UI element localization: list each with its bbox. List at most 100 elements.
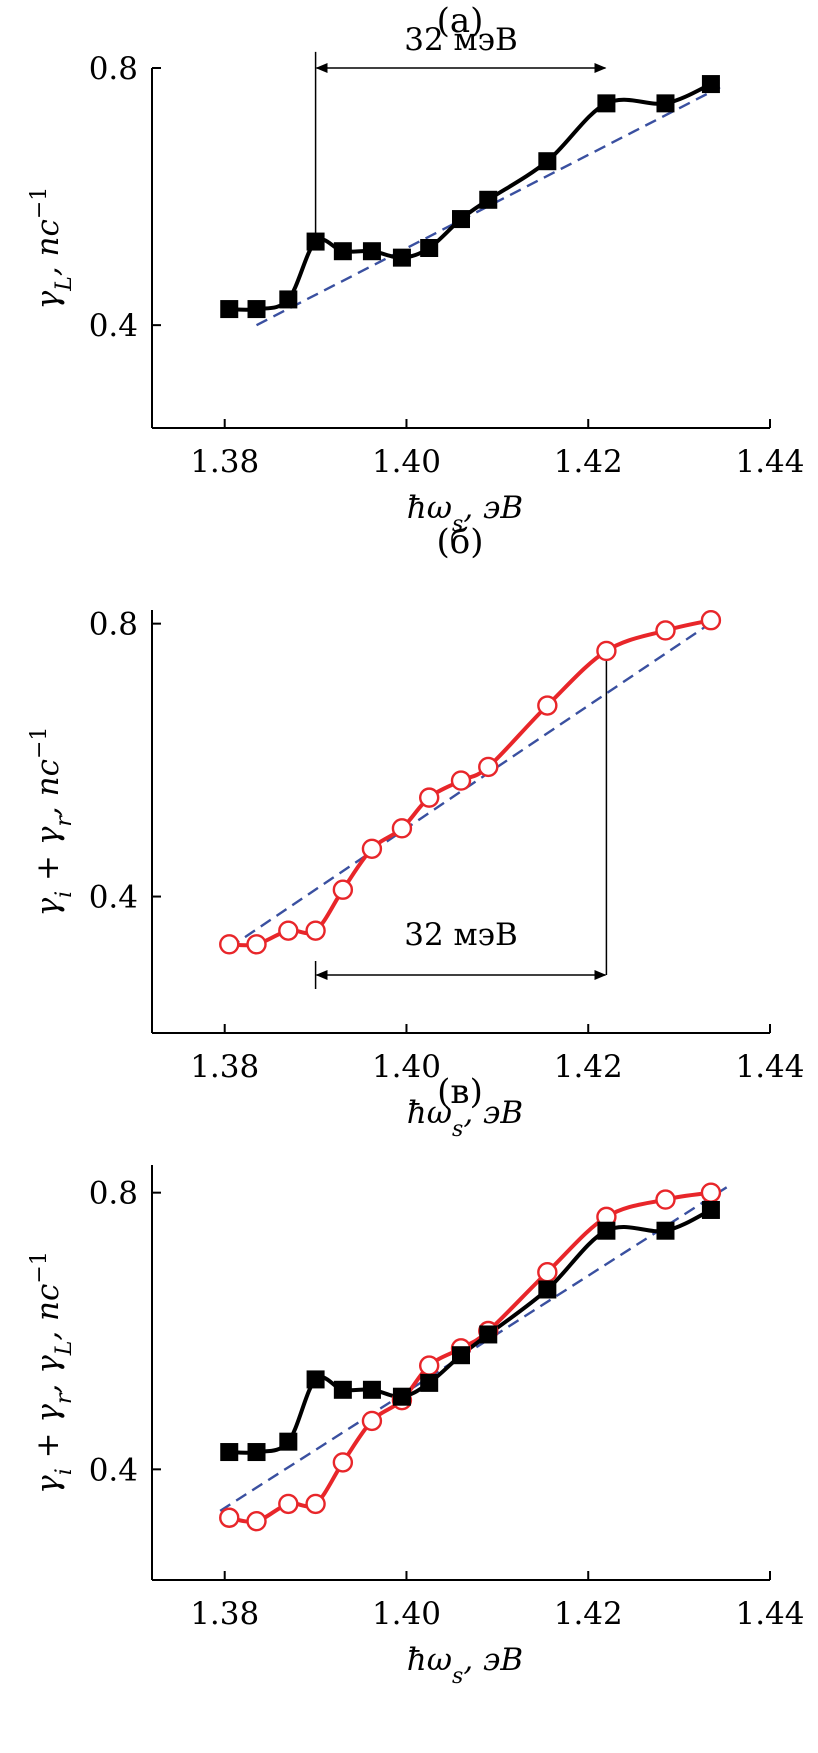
square-marker [333, 242, 352, 261]
panel-label: (б) [437, 522, 484, 562]
x-axis-title: ħωs, эВ [407, 1642, 523, 1689]
square-marker [597, 94, 616, 113]
square-marker [362, 242, 381, 261]
y-tick-label: 0.8 [89, 607, 138, 643]
axes [151, 610, 771, 1034]
panel-c: (в) 1.38 1.40 1.42 1.44 0.4 0.8 ħωs, эВ … [27, 1072, 805, 1689]
trend-line [255, 86, 721, 327]
x-tick-label: 1.40 [372, 444, 441, 480]
square-marker [597, 1221, 616, 1240]
square-marker [306, 232, 325, 251]
plot-area [219, 1182, 730, 1532]
x-tick-label: 1.40 [372, 1049, 441, 1085]
square-marker [279, 1432, 298, 1451]
x-tick-label: 1.42 [554, 1596, 623, 1632]
x-tick-label: 1.42 [554, 1049, 623, 1085]
square-marker [538, 1280, 557, 1299]
circle-marker [596, 640, 617, 662]
circle-marker [332, 1452, 354, 1473]
annotation: 32 мэВ [404, 917, 518, 953]
x-axis-title: ħωs, эВ [407, 490, 523, 537]
circle-marker [537, 1262, 558, 1283]
circle-marker [219, 1507, 240, 1528]
y-tick-label: 0.4 [89, 880, 138, 916]
circle-marker [246, 934, 267, 955]
gamma_L-line [229, 82, 712, 312]
x-axis-title: ħωs, эВ [407, 1095, 523, 1142]
y-tick-label: 0.8 [89, 1176, 138, 1212]
circle-marker [655, 620, 676, 641]
circle-marker [700, 610, 722, 631]
annotation-label: 32 мэВ [404, 917, 518, 953]
square-marker [452, 1346, 470, 1365]
square-marker [479, 190, 498, 209]
square-marker [479, 1325, 498, 1344]
panel-a: (а) 1.38 1.40 1.42 1.44 0.4 0.8 ħωs, эВ … [27, 1, 805, 537]
square-marker [656, 1221, 675, 1240]
square-marker [220, 1443, 239, 1462]
square-marker [247, 1443, 266, 1462]
circle-marker [278, 1493, 299, 1515]
square-marker [306, 1370, 325, 1389]
y-ticks: 0.4 0.8 [89, 607, 138, 916]
x-tick-label: 1.44 [735, 1049, 804, 1085]
panel-label: (в) [437, 1072, 483, 1112]
circle-marker [332, 879, 354, 900]
square-marker [220, 300, 239, 319]
circle-marker [361, 1410, 383, 1432]
y-axis-title: γi + γr, γL, пс−1 [27, 1251, 77, 1494]
y-axis-title: γL, пс−1 [27, 187, 77, 310]
square-marker [420, 1373, 439, 1392]
annotation: 32 мэВ [404, 22, 518, 58]
plot-area [220, 51, 721, 327]
square-marker [701, 75, 720, 94]
x-tick-label: 1.40 [372, 1596, 441, 1632]
x-ticks: 1.38 1.40 1.42 1.44 [190, 1596, 804, 1632]
x-tick-label: 1.42 [554, 444, 623, 480]
square-marker [701, 1200, 720, 1219]
circle-marker [478, 756, 499, 778]
circle-marker [278, 920, 299, 941]
circle-marker [418, 787, 440, 808]
square-marker [333, 1380, 352, 1399]
y-ticks: 0.4 0.8 [89, 1176, 138, 1489]
axes [151, 1165, 771, 1581]
x-tick-label: 1.44 [735, 1596, 804, 1632]
circle-marker [700, 1182, 722, 1203]
square-marker [247, 300, 266, 319]
y-tick-label: 0.8 [89, 51, 138, 87]
circle-marker [219, 934, 240, 955]
x-tick-label: 1.38 [190, 1049, 259, 1085]
x-ticks: 1.38 1.40 1.42 1.44 [190, 444, 804, 480]
x-tick-label: 1.38 [190, 444, 259, 480]
circle-marker [418, 1355, 440, 1376]
square-marker [392, 248, 411, 267]
square-marker [362, 1380, 381, 1399]
axes [151, 67, 771, 429]
square-marker [392, 1387, 411, 1406]
circle-marker [246, 1511, 267, 1532]
annotation-label: 32 мэВ [404, 22, 518, 58]
gamma_L-line [229, 1208, 712, 1455]
trend-line [219, 1184, 730, 1512]
circle-marker [361, 838, 383, 859]
y-tick-label: 0.4 [89, 308, 138, 344]
y-axis-title: γi + γr, пс−1 [27, 727, 77, 917]
y-tick-label: 0.4 [89, 1452, 138, 1488]
square-marker [656, 94, 675, 113]
circle-marker [305, 920, 326, 941]
plot-area [219, 610, 722, 990]
x-tick-label: 1.38 [190, 1596, 259, 1632]
panel-b: (б) 1.38 1.40 1.42 1.44 0.4 0.8 ħωs, эВ … [27, 522, 805, 1142]
gamma_ir-line [228, 1190, 712, 1524]
panel-label: (а) [437, 1, 484, 41]
square-marker [452, 210, 470, 229]
x-tick-label: 1.44 [735, 444, 804, 480]
square-marker [538, 152, 557, 171]
trend-line [228, 615, 721, 949]
circle-marker [305, 1493, 326, 1515]
square-marker [420, 239, 439, 257]
x-ticks: 1.38 1.40 1.42 1.44 [190, 1049, 804, 1085]
circle-marker [450, 770, 472, 791]
